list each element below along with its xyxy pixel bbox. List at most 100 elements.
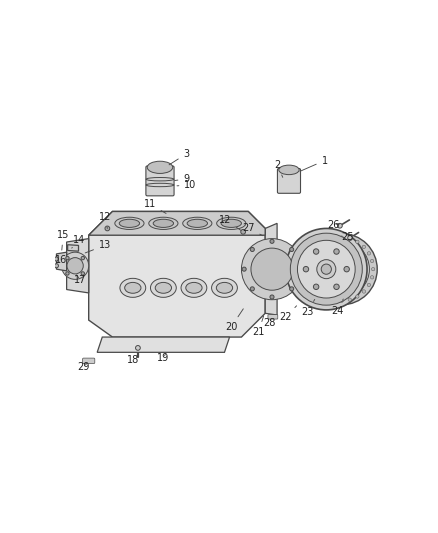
Circle shape — [367, 283, 371, 287]
Circle shape — [371, 276, 374, 279]
Circle shape — [338, 223, 342, 228]
Ellipse shape — [181, 278, 207, 297]
Ellipse shape — [115, 217, 144, 229]
Circle shape — [318, 245, 321, 248]
Polygon shape — [88, 212, 265, 337]
Text: 13: 13 — [85, 240, 111, 253]
Circle shape — [61, 252, 88, 279]
Text: 25: 25 — [341, 232, 353, 242]
Circle shape — [362, 290, 366, 293]
Ellipse shape — [221, 219, 241, 228]
Text: 3: 3 — [169, 149, 190, 165]
Text: 16: 16 — [55, 255, 67, 265]
Ellipse shape — [125, 282, 141, 293]
Text: 20: 20 — [225, 309, 243, 332]
Text: 9: 9 — [175, 174, 190, 184]
Ellipse shape — [153, 219, 173, 228]
Circle shape — [242, 267, 246, 271]
Ellipse shape — [216, 282, 233, 293]
Text: 22: 22 — [279, 306, 297, 322]
Circle shape — [313, 252, 316, 255]
Circle shape — [340, 299, 343, 302]
Circle shape — [348, 236, 353, 240]
Text: 27: 27 — [242, 223, 263, 236]
Polygon shape — [57, 252, 67, 271]
Circle shape — [332, 237, 335, 240]
Ellipse shape — [217, 217, 246, 229]
Circle shape — [297, 240, 355, 298]
FancyBboxPatch shape — [146, 166, 174, 196]
Polygon shape — [265, 223, 277, 315]
Text: 29: 29 — [78, 362, 90, 372]
Text: 26: 26 — [328, 220, 340, 230]
Text: 28: 28 — [263, 318, 276, 328]
Circle shape — [314, 241, 369, 297]
Text: 21: 21 — [252, 316, 265, 337]
Circle shape — [314, 284, 319, 289]
Circle shape — [334, 284, 339, 289]
Circle shape — [324, 240, 328, 244]
Circle shape — [67, 257, 83, 274]
FancyBboxPatch shape — [268, 314, 278, 319]
Circle shape — [54, 257, 59, 261]
Circle shape — [344, 266, 350, 272]
Polygon shape — [97, 337, 230, 352]
Ellipse shape — [183, 217, 212, 229]
Circle shape — [313, 283, 316, 287]
Ellipse shape — [279, 165, 299, 175]
Circle shape — [286, 229, 367, 310]
Circle shape — [290, 247, 294, 252]
Circle shape — [81, 272, 85, 275]
Circle shape — [250, 247, 254, 252]
Circle shape — [241, 229, 246, 234]
Circle shape — [81, 256, 85, 260]
FancyBboxPatch shape — [277, 168, 300, 193]
Polygon shape — [67, 245, 78, 251]
Ellipse shape — [151, 278, 176, 297]
Circle shape — [332, 298, 335, 301]
Text: 12: 12 — [219, 215, 241, 230]
Text: 18: 18 — [127, 352, 140, 365]
Circle shape — [306, 233, 377, 305]
Circle shape — [362, 245, 366, 248]
Circle shape — [314, 249, 319, 254]
Circle shape — [54, 264, 59, 268]
Circle shape — [334, 249, 339, 254]
Circle shape — [340, 236, 343, 239]
Circle shape — [241, 239, 303, 300]
Circle shape — [66, 256, 69, 260]
Circle shape — [348, 298, 351, 301]
Circle shape — [356, 240, 359, 244]
Circle shape — [317, 260, 336, 279]
Text: 12: 12 — [99, 212, 111, 229]
Text: 10: 10 — [177, 180, 197, 190]
Text: 14: 14 — [72, 235, 85, 248]
Circle shape — [309, 276, 313, 279]
Ellipse shape — [147, 161, 173, 173]
Circle shape — [105, 226, 110, 231]
Circle shape — [251, 248, 293, 290]
Circle shape — [309, 259, 313, 263]
Circle shape — [290, 233, 362, 305]
Circle shape — [324, 295, 328, 298]
Circle shape — [303, 266, 309, 272]
Circle shape — [298, 267, 302, 271]
Text: 17: 17 — [74, 275, 86, 285]
Polygon shape — [67, 239, 88, 293]
Ellipse shape — [186, 282, 202, 293]
Ellipse shape — [187, 219, 208, 228]
Ellipse shape — [212, 278, 237, 297]
Ellipse shape — [120, 278, 146, 297]
Circle shape — [290, 287, 294, 291]
Text: 23: 23 — [301, 300, 315, 317]
Circle shape — [270, 239, 274, 244]
Ellipse shape — [119, 219, 140, 228]
Circle shape — [371, 268, 375, 271]
Text: 11: 11 — [144, 199, 166, 213]
FancyBboxPatch shape — [83, 358, 95, 364]
Ellipse shape — [149, 217, 178, 229]
Text: 1: 1 — [300, 156, 328, 171]
Text: 24: 24 — [331, 299, 343, 316]
Circle shape — [250, 287, 254, 291]
Ellipse shape — [155, 282, 172, 293]
